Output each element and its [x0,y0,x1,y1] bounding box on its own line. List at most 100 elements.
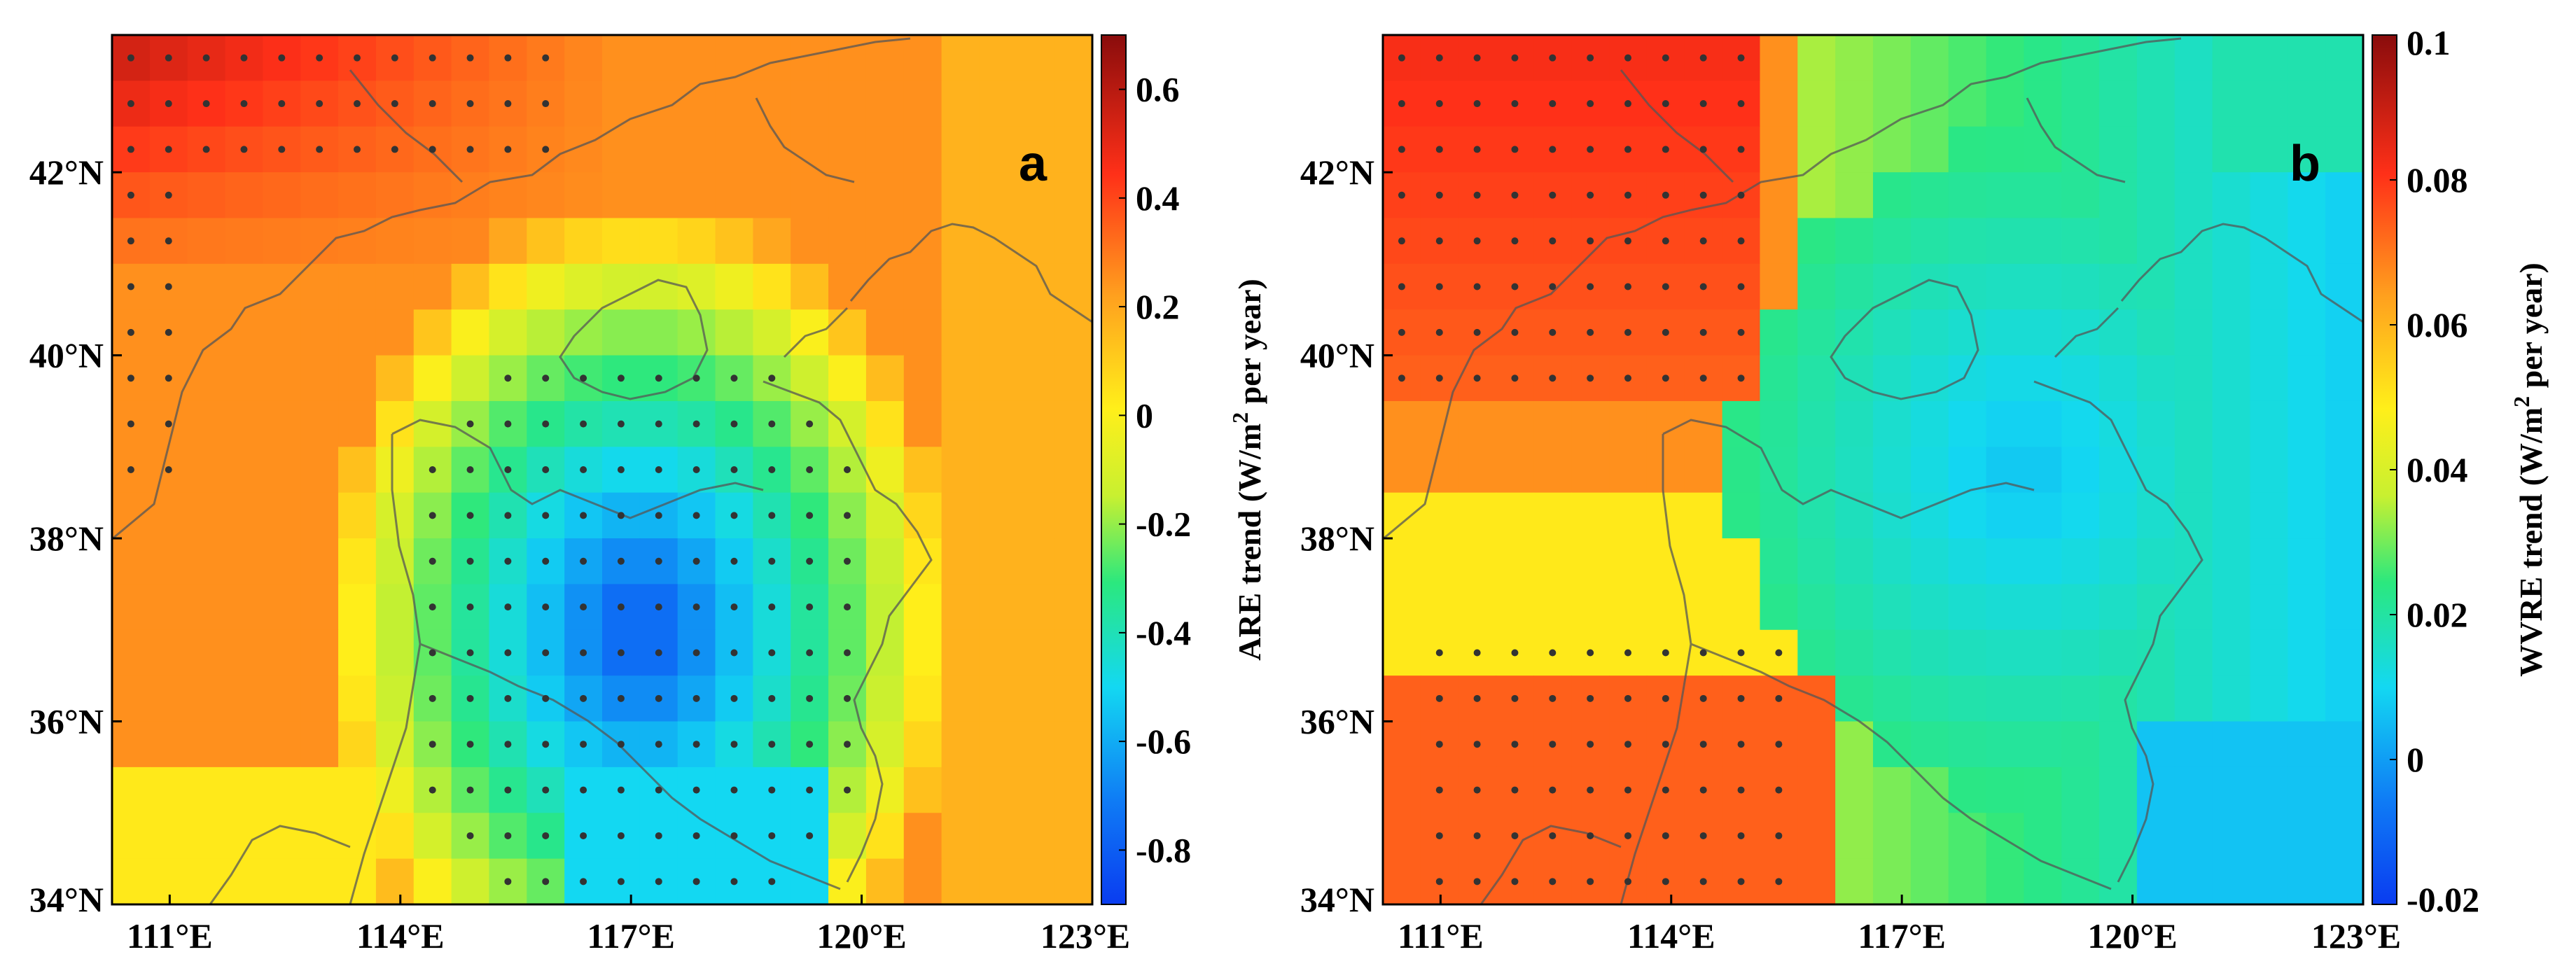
grid-cell [2099,309,2138,356]
grid-cell [865,309,905,356]
grid-cell [564,263,603,310]
grid-cell [2325,676,2363,722]
grid-cell [1986,309,2024,356]
grid-cell [263,584,301,631]
significance-dot [1511,694,1519,702]
grid-cell [1383,447,1421,493]
significance-dot [1511,100,1519,108]
grid-cell [2061,400,2100,447]
grid-cell [112,492,151,539]
grid-cell [1017,355,1055,402]
grid-cell [1873,218,1912,265]
grid-cell [2325,766,2363,813]
grid-cell [375,172,415,219]
grid-cell [300,492,339,539]
significance-dot [1624,237,1631,245]
grid-cell [1910,538,1949,585]
significance-dot [692,832,700,839]
grid-cell [1760,35,1798,81]
significance-dot [542,878,550,886]
significance-dot [1511,832,1519,839]
grid-cell [865,629,905,676]
grid-cell [2288,676,2326,722]
grid-cell [2325,218,2363,265]
significance-dot [127,100,134,108]
significance-dot [1398,283,1405,290]
significance-dot [692,786,700,794]
significance-dot [1699,741,1707,748]
grid-cell [753,126,791,173]
significance-dot [806,694,814,702]
significance-dot [1775,832,1783,839]
grid-cell [941,172,980,219]
significance-dot [202,54,210,62]
grid-cell [1054,721,1092,768]
grid-cell [865,172,905,219]
grid-cell [753,263,791,310]
grid-cell [149,492,188,539]
significance-dot [730,374,738,382]
grid-cell [564,309,603,356]
significance-dot [580,466,587,473]
colorbar-b-ticks: -0.02 0 0.02 0.04 0.06 0.08 0.1 [2390,23,2479,919]
significance-dot [1699,100,1707,108]
grid-cell [413,263,452,310]
grid-cell [1910,721,1949,768]
grid-cell [2288,80,2326,127]
significance-dot [655,878,662,886]
grid-cell [791,126,829,173]
grid-cell [865,263,905,310]
significance-dot [240,146,248,153]
grid-cell [1948,80,1987,127]
grid-cell [941,263,980,310]
grid-cell [112,629,151,676]
grid-cell [338,538,377,585]
grid-cell [1986,538,2024,585]
y-tick-label: 40°N [1300,336,1374,375]
grid-cell [1835,309,1874,356]
grid-cell [865,218,905,265]
grid-cell [941,538,980,585]
significance-dot [768,786,776,794]
grid-cell [2288,400,2326,447]
grid-cell [489,218,527,265]
grid-cell [1383,538,1421,585]
grid-cell [2024,676,2062,722]
grid-cell [225,766,263,813]
significance-dot [1737,54,1745,62]
significance-dot [617,466,625,473]
grid-cell [2024,721,2062,768]
significance-dot [1549,100,1557,108]
significance-dot [1624,328,1631,336]
significance-dot [1662,237,1669,245]
grid-cell [1948,676,1987,722]
grid-cell [941,858,980,904]
grid-cell [2325,813,2363,860]
grid-cell [2288,172,2326,219]
significance-dot [655,741,662,748]
significance-dot [1699,832,1707,839]
grid-cell [2024,355,2062,402]
grid-cell [2061,813,2100,860]
grid-cell [677,309,716,356]
y-tick-label: 38°N [29,519,104,558]
significance-dot [692,420,700,428]
grid-cell [1458,400,1497,447]
grid-cell [187,355,226,402]
grid-cell [2212,309,2251,356]
significance-dot [806,603,814,611]
significance-dot [1737,786,1745,794]
significance-dot [806,786,814,794]
grid-cell [1910,218,1949,265]
grid-cell [2024,813,2062,860]
significance-dot [1662,694,1669,702]
significance-dot [692,694,700,702]
significance-dot [617,374,625,382]
significance-dot [278,54,286,62]
grid-cell [1986,172,2024,219]
significance-dot [466,557,474,565]
grid-cell [2250,355,2288,402]
grid-cell [1873,813,1912,860]
x-tick-label: 120°E [816,916,906,955]
grid-cell [1054,629,1092,676]
